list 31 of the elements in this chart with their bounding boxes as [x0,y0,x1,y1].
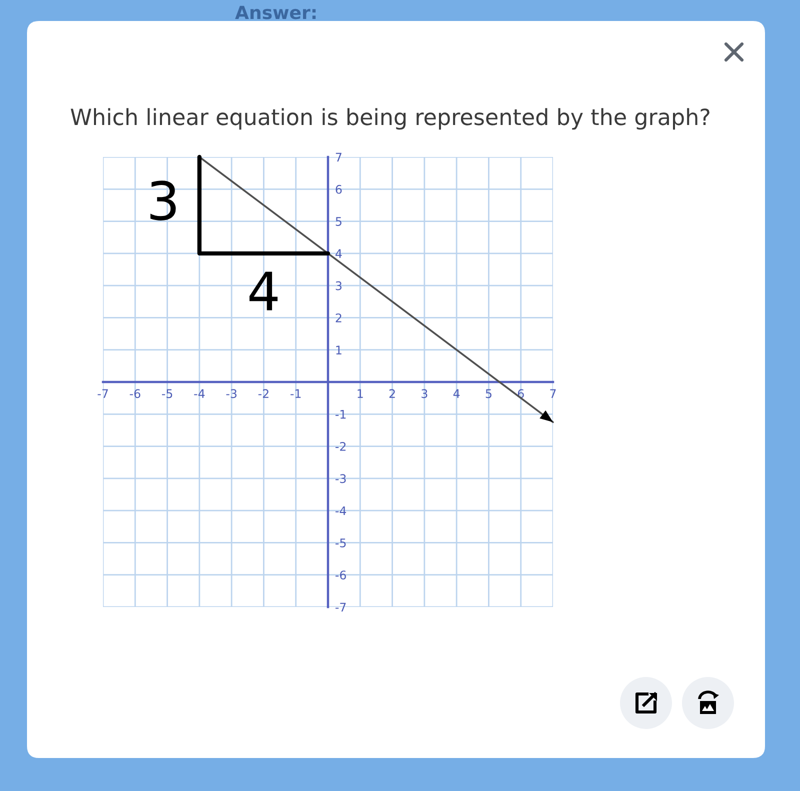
x-tick-label: -6 [130,389,140,398]
x-tick-label: 7 [550,389,556,398]
x-tick-label: -5 [162,389,172,398]
y-tick-label: -5 [336,538,346,548]
y-tick-label: -7 [336,602,346,612]
annotation: 3 [150,180,176,221]
y-tick-label: 2 [336,313,342,322]
y-tick-label: -6 [336,570,346,580]
x-tick-label: 2 [389,389,395,398]
x-tick-label: 1 [358,389,363,398]
x-tick-label: -2 [258,389,268,398]
chart-title: Which linear equation is being represented by the graph? [70,108,710,130]
y-tick-label: 6 [336,184,342,194]
x-tick-label: -4 [194,389,205,398]
x-tick-label: -7 [98,389,108,398]
x-tick-label: -1 [290,389,301,398]
text: Answer: [235,6,316,20]
annotation: 4 [250,272,278,310]
y-tick-label: 5 [336,217,342,226]
x-tick-label: 5 [486,389,492,398]
y-tick-label: 7 [336,152,342,162]
y-tick-label: 4 [336,249,342,258]
y-tick-label: -3 [336,474,346,484]
y-tick-label: 3 [336,281,342,290]
x-tick-label: -3 [226,389,237,398]
y-tick-label: -1 [336,410,346,419]
y-tick-label: -4 [336,506,346,516]
y-tick-label: -2 [336,442,346,451]
x-tick-label: 4 [453,389,460,398]
y-tick-label: 1 [336,346,342,354]
x-tick-label: 3 [422,389,428,398]
